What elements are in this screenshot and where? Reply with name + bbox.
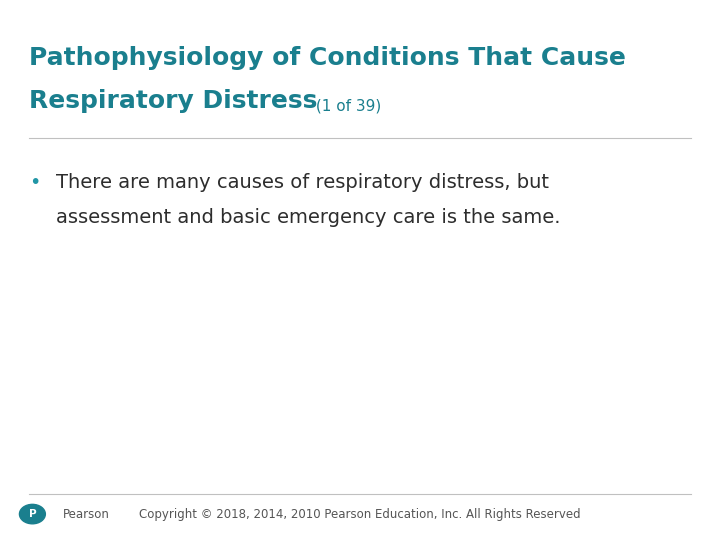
Text: There are many causes of respiratory distress, but: There are many causes of respiratory dis… xyxy=(56,173,549,192)
Text: Copyright © 2018, 2014, 2010 Pearson Education, Inc. All Rights Reserved: Copyright © 2018, 2014, 2010 Pearson Edu… xyxy=(139,508,581,521)
Text: (1 of 39): (1 of 39) xyxy=(311,98,382,113)
Text: assessment and basic emergency care is the same.: assessment and basic emergency care is t… xyxy=(56,208,561,227)
Text: P: P xyxy=(29,509,36,519)
Text: Pearson: Pearson xyxy=(63,508,109,521)
Text: Respiratory Distress: Respiratory Distress xyxy=(29,90,318,113)
Text: •: • xyxy=(29,173,40,192)
Circle shape xyxy=(19,504,45,524)
Text: Pathophysiology of Conditions That Cause: Pathophysiology of Conditions That Cause xyxy=(29,46,626,70)
